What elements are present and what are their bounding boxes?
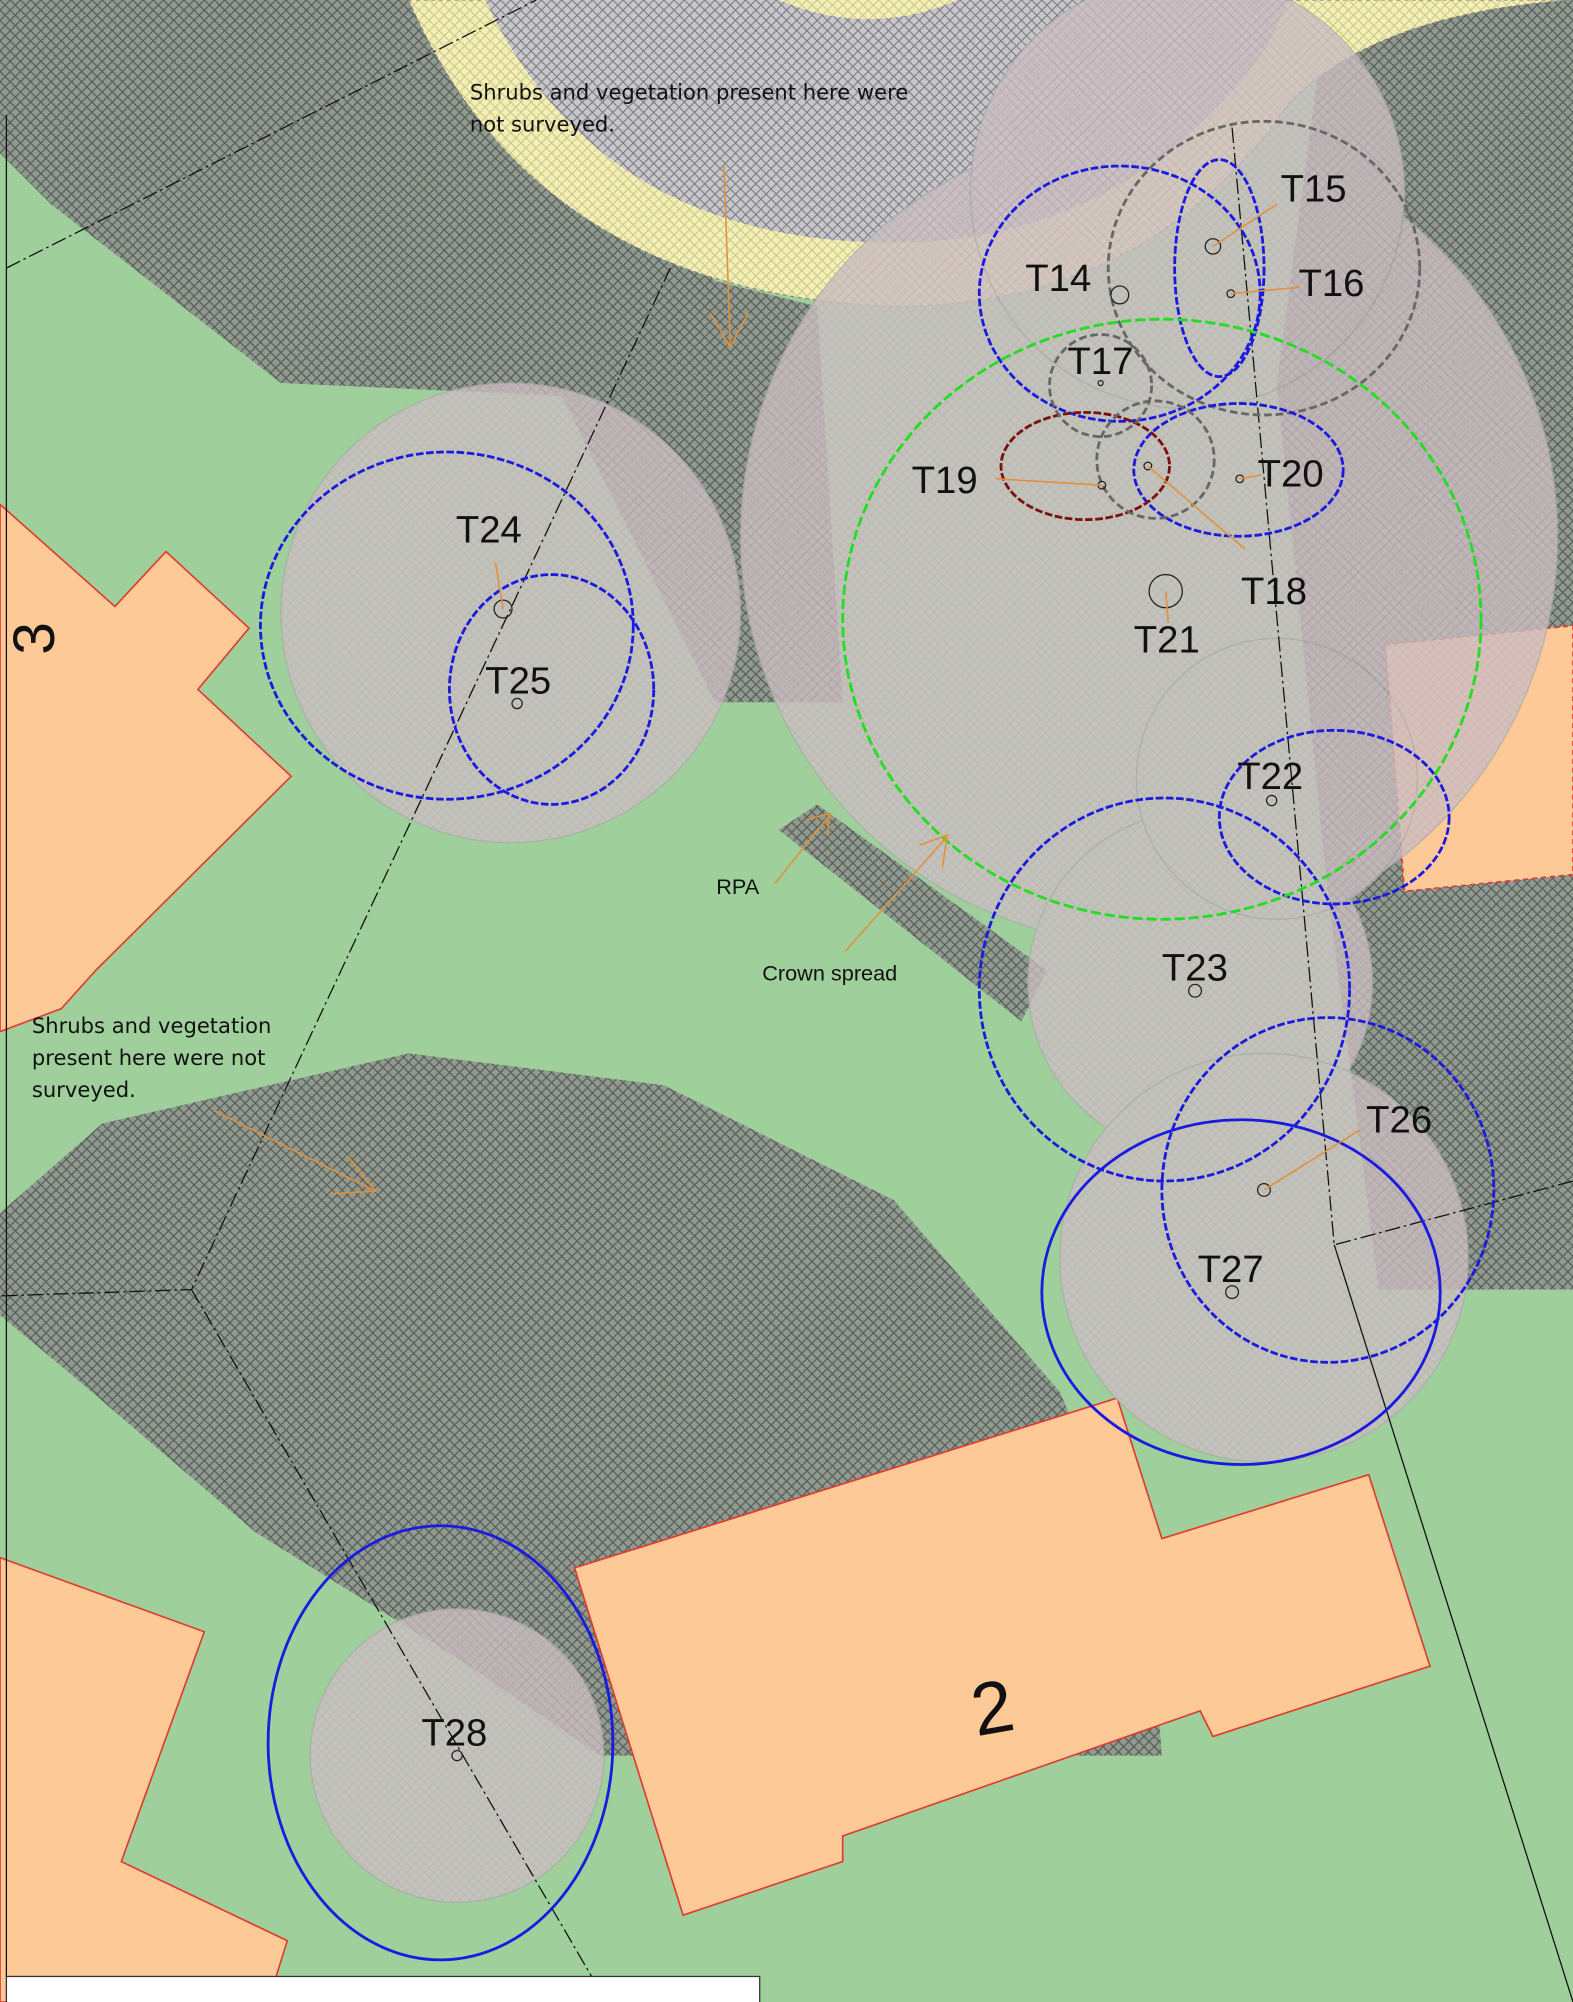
tree-label: T15 xyxy=(1281,168,1347,211)
site-plan: T14 T15 T16 T17 T18 T19 T20 T21 T22 T23 … xyxy=(0,0,1573,2002)
plot-number: 3 xyxy=(2,622,67,655)
tree-label: T21 xyxy=(1134,618,1200,661)
note-box: Shrubs and vegetation present here were … xyxy=(32,1010,281,1125)
tree-label: T18 xyxy=(1241,570,1307,613)
tree-label: T17 xyxy=(1067,340,1133,383)
tree-label: T14 xyxy=(1025,257,1091,300)
page: {"map": { "trees": ["T14", "T15", "T16",… xyxy=(0,0,1573,2002)
tree-label: T27 xyxy=(1198,1248,1264,1291)
note: Shrubs and vegetation present here were … xyxy=(32,1010,281,1106)
tree-label: T24 xyxy=(456,509,522,552)
tree-label: T22 xyxy=(1237,755,1303,798)
crown xyxy=(310,1609,604,1903)
tree-label: T16 xyxy=(1298,262,1364,305)
note-box: Shrubs and vegetation present here were … xyxy=(470,77,930,154)
note: Shrubs and vegetation present here were … xyxy=(470,77,930,141)
callout: RPA xyxy=(716,874,760,899)
callout: Crown spread xyxy=(762,961,897,986)
tree-label: T20 xyxy=(1258,452,1324,495)
tree-label: T28 xyxy=(421,1711,487,1754)
tree-label: T25 xyxy=(485,659,551,702)
tree-label: T19 xyxy=(912,459,978,502)
title-block xyxy=(6,1976,759,2002)
tree-label: T23 xyxy=(1162,947,1228,990)
tree-label: T26 xyxy=(1366,1099,1432,1142)
